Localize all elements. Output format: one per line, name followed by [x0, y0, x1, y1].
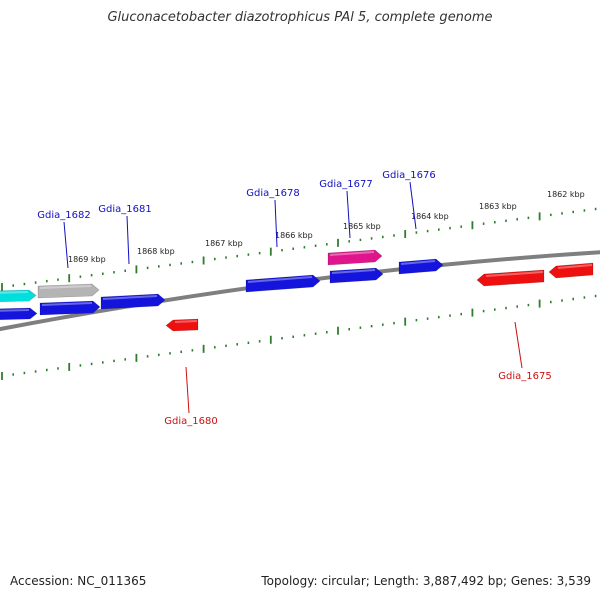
gene-leader-line: [126, 215, 130, 265]
scale-label: 1863 kbp: [479, 202, 517, 211]
scale-label: 1869 kbp: [68, 255, 106, 264]
gene-arrow-highlight: [557, 264, 593, 269]
gene-label[interactable]: Gdia_1680: [164, 416, 217, 427]
scale-label: 1862 kbp: [547, 190, 585, 199]
gene-arrow-body: [37, 283, 100, 299]
gene-arrow-highlight: [102, 295, 158, 300]
gene-arrow-Gdia_1680[interactable]: [165, 318, 199, 332]
gene-arrow-body: [245, 274, 321, 293]
genome-stats: Topology: circular; Length: 3,887,492 bp…: [261, 574, 591, 588]
gene-arrow-highlight: [331, 269, 376, 274]
gene-leader-line: [274, 199, 278, 248]
gene-label[interactable]: Gdia_1678: [246, 188, 299, 199]
accession-label: Accession: NC_011365: [10, 574, 147, 588]
gene-arrow-highlight: [39, 285, 92, 289]
gene-arrow-Gdia_1682[interactable]: [39, 300, 101, 316]
gene-label[interactable]: Gdia_1682: [37, 210, 90, 221]
gene-arrow-highlight: [485, 271, 544, 277]
gene-arrow-highlight: [0, 309, 30, 312]
scale-label: 1867 kbp: [205, 239, 243, 248]
gene-leader-line: [63, 221, 69, 269]
scale-label: 1865 kbp: [343, 222, 381, 231]
gene-arrow-g-grey[interactable]: [37, 283, 100, 299]
gene-arrow-highlight: [400, 260, 436, 265]
gene-arrow-g-cyan[interactable]: [0, 289, 37, 303]
map-title: Gluconacetobacter diazotrophicus PAl 5, …: [107, 10, 493, 25]
gene-label[interactable]: Gdia_1676: [382, 170, 435, 181]
scale-label: 1866 kbp: [275, 231, 313, 240]
gene-arrow-body: [100, 293, 166, 310]
gene-leader-line: [185, 366, 190, 414]
gene-leader-line: [346, 190, 351, 239]
gene-arrow-highlight: [0, 291, 29, 294]
gene-arrow-highlight: [174, 320, 198, 323]
gene-arrow-body: [548, 262, 594, 279]
scale-label: 1864 kbp: [411, 212, 449, 221]
gene-arrow-highlight: [329, 251, 375, 256]
gene-arrow-Gdia_1677[interactable]: [329, 267, 384, 284]
gene-arrow-g-1674[interactable]: [548, 262, 594, 279]
scale-label: 1868 kbp: [137, 247, 175, 256]
gene-arrow-highlight: [41, 302, 93, 306]
gene-label[interactable]: Gdia_1677: [319, 179, 372, 190]
gene-arrow-body: [165, 318, 199, 332]
gene-leader-line: [514, 321, 523, 369]
gene-arrow-body: [329, 267, 384, 284]
gene-arrow-Gdia_1678[interactable]: [245, 274, 321, 293]
gene-arrow-Gdia_1676[interactable]: [398, 258, 444, 275]
gene-arrow-body: [398, 258, 444, 275]
gene-arrow-g-pink[interactable]: [327, 249, 383, 266]
gene-arrow-body: [0, 289, 37, 303]
gene-label[interactable]: Gdia_1681: [98, 204, 151, 215]
gene-arrow-Gdia_1681[interactable]: [100, 293, 166, 310]
gene-arrow-body: [327, 249, 383, 266]
gene-arrow-body: [39, 300, 101, 316]
gene-arrow-highlight: [247, 276, 313, 283]
gene-leader-line: [409, 181, 417, 230]
gene-arrow-body: [476, 269, 545, 287]
gene-arrow-Gdia_1675[interactable]: [476, 269, 545, 287]
gene-label[interactable]: Gdia_1675: [498, 371, 551, 382]
gene-arrow-g-left[interactable]: [0, 307, 38, 321]
gene-arrow-body: [0, 307, 38, 321]
